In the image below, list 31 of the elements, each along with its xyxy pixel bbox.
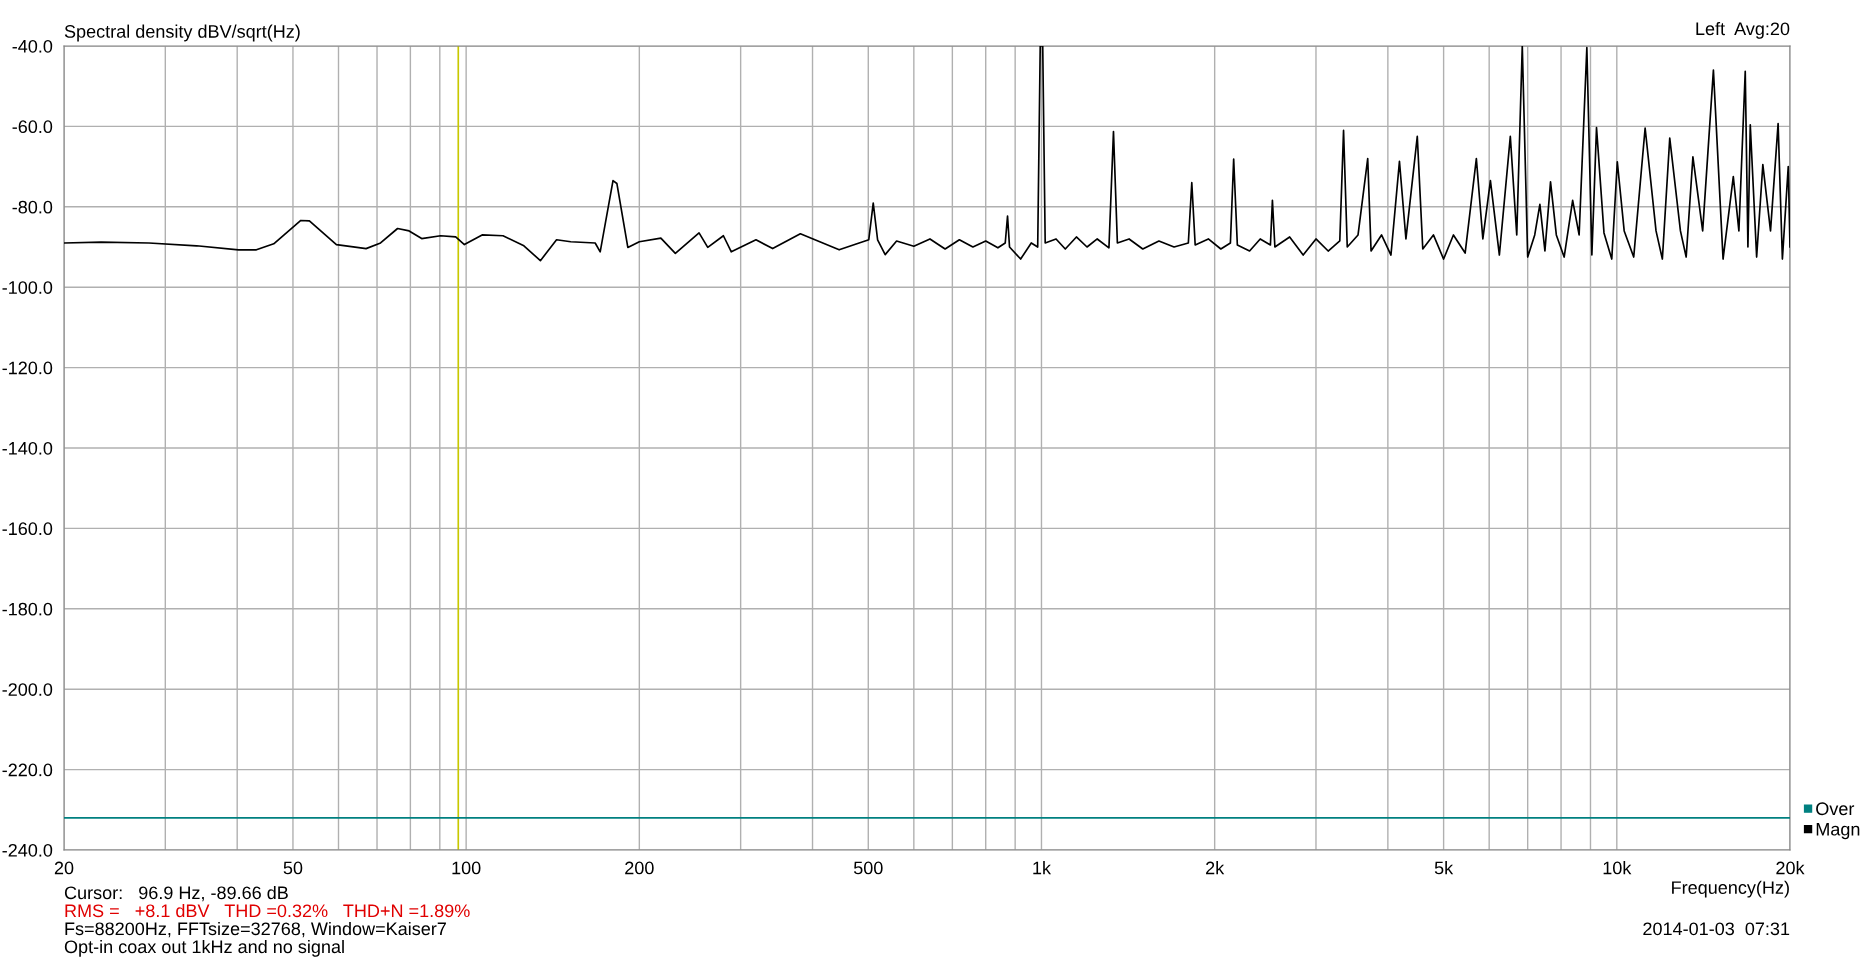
- x-tick-label: 20k: [1776, 861, 1805, 875]
- text: RMS = +8.1 dBV THD =0.32% THD+N =1.89%: [65, 903, 470, 918]
- legend-label: Magn: [1816, 823, 1860, 840]
- y-tick-label: -200.0: [2, 683, 53, 696]
- y-tick-label: -160.0: [2, 522, 53, 536]
- y-tick-label: -60.0: [12, 120, 53, 134]
- x-tick-label: 50: [283, 861, 303, 875]
- text: Left Avg:20: [1696, 21, 1790, 39]
- text: Fs=88200Hz, FFTsize=32768, Window=Kaiser7: [65, 921, 446, 938]
- chart-title: Spectral density dBV/sqrt(Hz): [64, 24, 300, 42]
- x-tick-label: 1k: [1033, 861, 1052, 875]
- y-tick-label: -120.0: [2, 361, 53, 375]
- y-tick-label: -40.0: [12, 39, 53, 53]
- y-tick-label: -240.0: [2, 843, 53, 857]
- x-axis-title: Frequency(Hz): [1672, 880, 1789, 898]
- y-tick-label: -180.0: [2, 602, 53, 616]
- text: 2014-01-03 07:31: [1643, 922, 1790, 936]
- y-tick-label: -140.0: [2, 441, 53, 455]
- x-tick-label: 20: [54, 861, 74, 875]
- y-tick-label: -220.0: [2, 763, 53, 777]
- x-tick-label: 5k: [1434, 861, 1454, 875]
- x-tick-label: 500: [853, 861, 883, 875]
- text: Opt-in coax out 1kHz and no signal: [64, 939, 344, 957]
- y-tick-label: -80.0: [12, 200, 53, 214]
- x-tick-label: 10k: [1603, 861, 1632, 875]
- text: Cursor: 96.9 Hz, -89.66 dB: [64, 885, 288, 902]
- x-tick-label: 200: [625, 861, 654, 875]
- legend-label: Over: [1816, 802, 1855, 816]
- x-tick-label: 100: [452, 861, 481, 875]
- x-tick-label: 2k: [1206, 861, 1225, 875]
- y-tick-label: -100.0: [2, 281, 53, 294]
